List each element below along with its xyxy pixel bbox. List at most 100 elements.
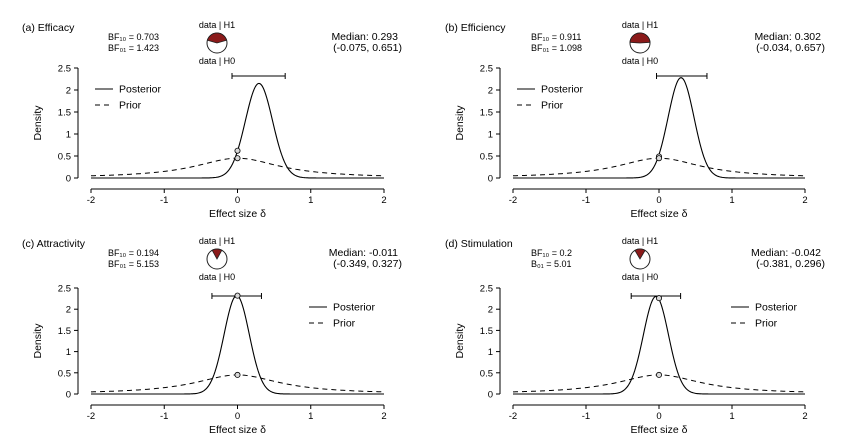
x-tick-label: -2 [87, 411, 95, 422]
median-label: Median: 0.293 [331, 31, 398, 43]
y-tick-label: 0 [66, 390, 71, 401]
y-tick-label: 2.5 [58, 284, 71, 295]
prior-point-at-zero [656, 371, 663, 378]
x-tick-label: -1 [160, 411, 168, 422]
median-label: Median: -0.011 [329, 247, 398, 259]
pie-h1-label: data | H1 [622, 20, 658, 30]
bf01-label: BF₀₁ = 1.098 [531, 43, 582, 53]
x-tick-label: 1 [308, 411, 313, 422]
prior-point-at-zero [234, 371, 241, 378]
x-tick-label: 2 [381, 411, 386, 422]
posterior-curve [91, 82, 384, 179]
x-tick-label: 0 [656, 411, 661, 422]
pie-h0-label: data | H0 [199, 56, 235, 66]
legend-posterior-label: Posterior [541, 84, 584, 96]
ci-label: (-0.034, 0.657) [756, 42, 825, 54]
x-tick-label: -2 [509, 195, 517, 206]
ci-label: (-0.381, 0.296) [756, 258, 825, 270]
bf01-label: B₀₁ = 5.01 [531, 259, 572, 269]
y-tick-label: 1.5 [480, 108, 493, 119]
x-tick-label: 1 [308, 195, 313, 206]
y-axis-label: Density [32, 105, 44, 141]
x-axis-label: Effect size δ [630, 208, 687, 220]
x-tick-label: 0 [235, 411, 240, 422]
y-axis-label: Density [454, 323, 466, 359]
posterior-point-at-zero [656, 295, 663, 302]
x-tick-label: 2 [802, 195, 807, 206]
prior-point-at-zero [234, 155, 241, 162]
y-tick-label: 1 [66, 130, 71, 141]
bf01-label: BF₀₁ = 5.153 [108, 259, 159, 269]
median-label: Median: -0.042 [751, 247, 821, 259]
y-tick-label: 0.5 [58, 368, 71, 379]
bf10-label: BF₁₀ = 0.703 [108, 32, 159, 42]
panel-title: (b) Efficiency [445, 22, 506, 34]
pie-h0-label: data | H0 [199, 272, 235, 282]
x-tick-label: -1 [582, 411, 590, 422]
y-tick-label: 2.5 [58, 64, 71, 75]
ci-label: (-0.075, 0.651) [333, 42, 402, 54]
y-tick-label: 2.5 [480, 284, 493, 295]
panel-title: (c) Attractivity [22, 238, 86, 250]
panel-title: (d) Stimulation [445, 238, 513, 250]
legend-prior-label: Prior [333, 318, 356, 330]
posterior-point-at-zero [234, 147, 241, 154]
y-axis-label: Density [454, 105, 466, 141]
x-tick-label: -2 [87, 195, 95, 206]
legend-prior-label: Prior [119, 100, 142, 112]
panel-title: (a) Efficacy [22, 22, 75, 34]
y-tick-label: 0 [488, 174, 493, 185]
bf01-label: BF₀₁ = 1.423 [108, 43, 159, 53]
x-tick-label: 1 [729, 411, 734, 422]
legend-posterior-label: Posterior [755, 302, 798, 314]
y-tick-label: 0 [488, 390, 493, 401]
legend-prior-label: Prior [755, 318, 778, 330]
y-tick-label: 1.5 [58, 326, 71, 337]
prior-point-at-zero [656, 155, 663, 162]
y-tick-label: 2 [488, 305, 493, 316]
pie-h0-label: data | H0 [622, 56, 658, 66]
pie-h1-slice [629, 32, 651, 44]
x-tick-label: 2 [381, 195, 386, 206]
pie-h0-label: data | H0 [622, 272, 658, 282]
x-tick-label: 0 [235, 195, 240, 206]
y-tick-label: 1.5 [480, 326, 493, 337]
legend-posterior-label: Posterior [119, 84, 162, 96]
x-tick-label: -1 [582, 195, 590, 206]
pie-h1-slice [211, 248, 223, 260]
x-tick-label: 1 [729, 195, 734, 206]
ci-label: (-0.349, 0.327) [333, 258, 402, 270]
bf10-label: BF₁₀ = 0.2 [531, 248, 572, 258]
y-tick-label: 1 [488, 347, 493, 358]
y-tick-label: 2 [66, 305, 71, 316]
x-tick-label: 0 [656, 195, 661, 206]
legend-prior-label: Prior [541, 100, 564, 112]
bf10-label: BF₁₀ = 0.911 [531, 32, 581, 42]
x-axis-label: Effect size δ [630, 424, 687, 436]
y-tick-label: 1 [66, 347, 71, 358]
y-tick-label: 0.5 [480, 152, 493, 163]
y-tick-label: 2 [66, 86, 71, 97]
pie-h1-slice [634, 248, 646, 260]
posterior-point-at-zero [234, 292, 241, 299]
pie-h1-label: data | H1 [622, 236, 658, 246]
median-label: Median: 0.302 [754, 31, 821, 43]
x-axis-label: Effect size δ [209, 424, 266, 436]
y-tick-label: 2 [488, 86, 493, 97]
x-axis-label: Effect size δ [209, 208, 266, 220]
pie-h1-slice [206, 32, 228, 44]
x-tick-label: -2 [509, 411, 517, 422]
bf10-label: BF₁₀ = 0.194 [108, 248, 159, 258]
y-tick-label: 1.5 [58, 108, 71, 119]
y-axis-label: Density [32, 323, 44, 359]
y-tick-label: 2.5 [480, 64, 493, 75]
y-tick-label: 0 [66, 174, 71, 185]
x-tick-label: 2 [802, 411, 807, 422]
pie-h1-label: data | H1 [199, 236, 235, 246]
y-tick-label: 1 [488, 130, 493, 141]
